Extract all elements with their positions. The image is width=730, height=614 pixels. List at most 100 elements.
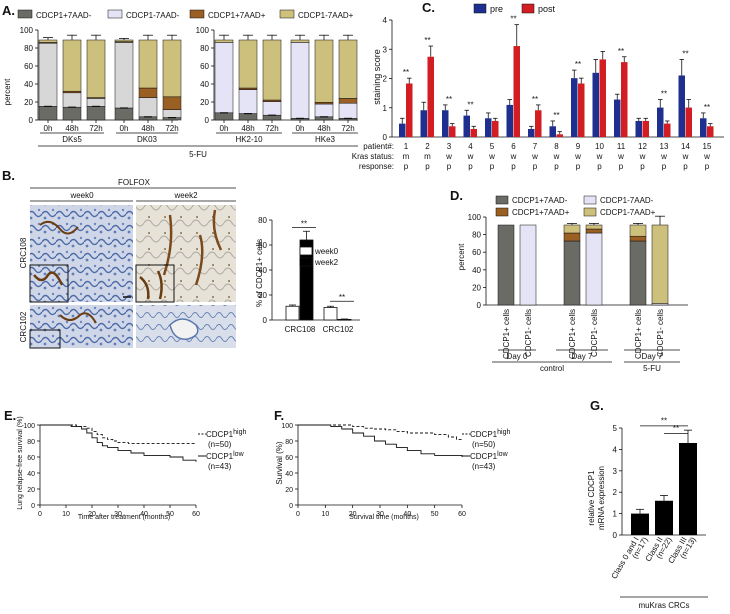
E-ytick-label: 0 bbox=[31, 503, 35, 510]
a-left-ytick-label: 40 bbox=[24, 80, 33, 89]
a-bar-segment bbox=[86, 106, 106, 121]
c-bar bbox=[470, 128, 477, 137]
c-patient: 5 bbox=[490, 142, 495, 151]
d-bar-segment bbox=[585, 232, 603, 306]
F-xtick-label: 20 bbox=[349, 511, 357, 518]
g-ytick-label: 2 bbox=[613, 488, 618, 497]
panel-g-bars: ** ** bbox=[631, 417, 697, 535]
c-kras: w bbox=[488, 152, 495, 161]
a-timepoint: 72h bbox=[165, 124, 178, 133]
panel-g: G. relative CDCP1 mRNA expression 0 1 2 3 4 5… bbox=[587, 398, 708, 610]
legend-label-week0: week0 bbox=[314, 247, 339, 256]
c-bar bbox=[449, 126, 456, 137]
c-sig-star: ** bbox=[682, 49, 688, 58]
c-bar bbox=[657, 107, 664, 137]
c-response: p bbox=[425, 162, 430, 171]
d-xlabel: CDCP1+ cells bbox=[502, 309, 511, 359]
g-bar bbox=[679, 442, 697, 535]
a-bar-segment bbox=[290, 39, 310, 43]
panel-d-legend: CDCP1+7AAD- CDCP1-7AAD- CDCP1+7AAD+ CDCP… bbox=[495, 195, 656, 217]
panel-f-label: F. bbox=[274, 408, 284, 423]
a-bar-segment bbox=[114, 39, 134, 42]
c-bar bbox=[463, 115, 470, 137]
c-ytick-label: 0 bbox=[383, 133, 388, 142]
c-patient: 15 bbox=[703, 142, 712, 151]
panel-c-label: C. bbox=[422, 0, 435, 15]
a-right-ytick-label: 100 bbox=[196, 26, 210, 35]
d-bar-segment bbox=[585, 224, 603, 230]
b-bar bbox=[323, 307, 338, 321]
legend-label-neg-neg: CDCP1-7AAD- bbox=[126, 11, 180, 20]
panel-f-axes: 0 20 40 60 80 100 0 10 20 30 40 50 60 bbox=[281, 423, 466, 518]
panel-b-legend: week0 week2 bbox=[299, 246, 339, 267]
svg-text:CDCP1low: CDCP1low bbox=[470, 451, 509, 461]
panel-b-svg: B. FOLFOX week0 week2 CRC108 CRC102 % of… bbox=[2, 168, 360, 349]
legend-label-week2: week2 bbox=[314, 258, 339, 267]
a-timepoint: 0h bbox=[220, 124, 229, 133]
panel-a-ylabel: percent bbox=[3, 78, 12, 105]
d-legend-swatch-1 bbox=[495, 195, 509, 205]
F-ytick-label: 100 bbox=[281, 423, 293, 430]
g-bar bbox=[655, 500, 673, 535]
b-category: CRC108 bbox=[285, 325, 316, 334]
F-km-curve-high bbox=[298, 424, 463, 441]
legend-swatch-neg-pos bbox=[279, 9, 295, 19]
a-bar-segment bbox=[86, 39, 106, 98]
c-sig-star: ** bbox=[704, 103, 710, 112]
panel-b-row-crc102: CRC102 bbox=[19, 311, 28, 342]
d-control: control bbox=[540, 364, 564, 373]
panel-c-row-kras: Kras status: bbox=[352, 152, 394, 161]
F-ytick-label: 60 bbox=[285, 455, 293, 462]
E-km-curve-high bbox=[40, 424, 196, 444]
f-legend-high: CDCP1 bbox=[470, 430, 498, 439]
a-bar-segment bbox=[314, 39, 334, 103]
panel-a-xlabels: 0h 48h 72h 0h 48h 72h 0h 48h 72h 0h 48h 72h DKs5 DK03… bbox=[40, 120, 358, 144]
d-bar-segment bbox=[585, 228, 603, 234]
F-ytick-label: 40 bbox=[285, 471, 293, 478]
F-km-curve-low bbox=[298, 424, 463, 457]
d-xlabel: CDCP1+ cells bbox=[568, 309, 577, 359]
e-legend-low: CDCP1 bbox=[206, 452, 234, 461]
a-right-ytick-label: 80 bbox=[200, 44, 209, 53]
c-kras: w bbox=[596, 152, 603, 161]
d-legend-4: CDCP1-7AAD+ bbox=[600, 208, 656, 217]
g-ytick-label: 0 bbox=[613, 531, 618, 540]
d-legend-3: CDCP1+7AAD+ bbox=[512, 208, 570, 217]
panel-g-ylabel1: relative CDCP1 bbox=[587, 470, 596, 526]
E-km-curve-low bbox=[40, 424, 197, 462]
panel-b-axes: 0 20 40 60 80 CRC108 CRC102 bbox=[258, 216, 360, 334]
d-xlabel: CDCP1+ cells bbox=[634, 309, 643, 359]
panel-f: F. Survival (%) 0 20 40 60 80 100 0 10 20 30 40 50 6… bbox=[274, 408, 510, 521]
c-bar bbox=[614, 99, 621, 137]
d-ytick-label: 100 bbox=[468, 213, 482, 222]
a-bar-segment bbox=[62, 39, 82, 92]
E-ytick-label: 100 bbox=[23, 423, 35, 430]
a-left-ytick-label: 20 bbox=[24, 98, 33, 107]
panel-b-bars: ** ** bbox=[285, 219, 354, 321]
c-bar bbox=[621, 62, 628, 137]
F-xtick-label: 0 bbox=[296, 511, 300, 518]
c-kras: w bbox=[703, 152, 710, 161]
b-category: CRC102 bbox=[323, 325, 354, 334]
panel-b-row-crc108: CRC108 bbox=[19, 237, 28, 268]
d-day0: Day 0 bbox=[507, 352, 528, 361]
a-left-ytick-label: 60 bbox=[24, 62, 33, 71]
c-patient: 8 bbox=[554, 142, 559, 151]
d-ytick-label: 20 bbox=[472, 283, 481, 292]
c-response: p bbox=[447, 162, 452, 171]
c-response: p bbox=[597, 162, 602, 171]
panel-a: A. CDCP1+7AAD- CDCP1-7AAD- CDCP1+7AAD+ C… bbox=[2, 3, 358, 159]
a-right-ytick-label: 40 bbox=[200, 80, 209, 89]
panel-d: D. CDCP1+7AAD- CDCP1-7AAD- CDCP1+7AAD+ C… bbox=[450, 188, 688, 373]
c-bar bbox=[513, 46, 520, 137]
c-bar bbox=[427, 56, 434, 137]
F-ytick-label: 0 bbox=[289, 503, 293, 510]
legend-swatch-post bbox=[521, 3, 535, 14]
panel-c-rows: 1mp2mp3wp4wp5wp6wp7wp8wp9wp10wp11wp12wp1… bbox=[403, 142, 712, 171]
E-ytick-label: 20 bbox=[27, 487, 35, 494]
a-bar-segment bbox=[262, 114, 282, 121]
c-sig-star: ** bbox=[618, 47, 624, 56]
g-sig-star: ** bbox=[673, 424, 679, 433]
c-ytick-label: 1 bbox=[383, 104, 388, 113]
d-bar-segment bbox=[563, 240, 581, 306]
